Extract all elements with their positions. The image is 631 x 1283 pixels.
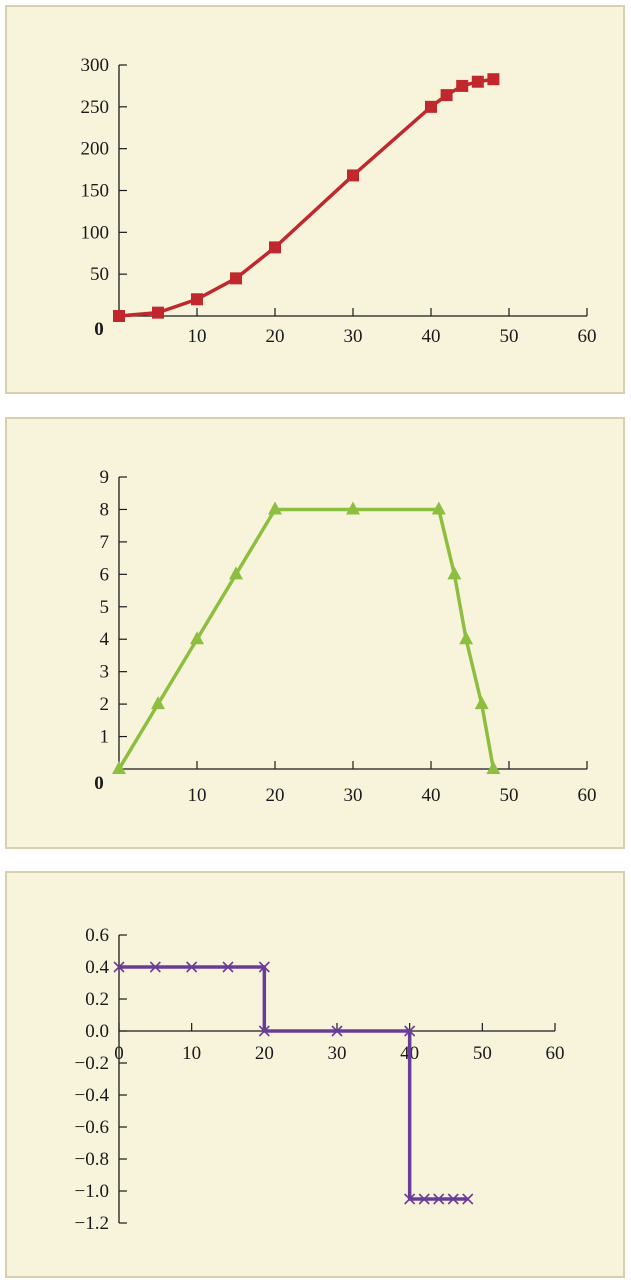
y-tick-label: 4 bbox=[100, 629, 110, 650]
x-tick-label: 30 bbox=[344, 326, 363, 347]
y-tick-label: 0.6 bbox=[85, 925, 109, 946]
acceleration-chart: 0.6 0.4 0.2 0.0 −0.2 −0.4 −0.6 −0.8 −1.0 −1.2 0 10 2… bbox=[75, 925, 565, 1234]
x-tick-label: 10 bbox=[182, 1043, 201, 1064]
x-tick-label: 20 bbox=[266, 326, 285, 347]
x-tick-label: 50 bbox=[473, 1043, 492, 1064]
origin-label: 0 bbox=[94, 773, 104, 794]
data-point bbox=[404, 1193, 416, 1205]
data-point bbox=[190, 631, 204, 645]
y-tick-label: 0.0 bbox=[85, 1021, 109, 1042]
data-point bbox=[152, 306, 164, 319]
data-point bbox=[149, 961, 161, 973]
y-tick-label: 8 bbox=[100, 499, 110, 520]
y-tick-label: 250 bbox=[81, 97, 110, 118]
y-tick-label: 0.2 bbox=[85, 989, 109, 1010]
y-tick-label: 3 bbox=[100, 662, 110, 683]
data-point bbox=[113, 310, 125, 322]
data-point bbox=[346, 501, 360, 515]
y-tick-label: −0.2 bbox=[75, 1053, 109, 1074]
y-tick-label: 300 bbox=[81, 55, 110, 76]
y-tick-label: 200 bbox=[81, 139, 110, 160]
y-tick-label: 5 bbox=[100, 597, 110, 618]
x-tick-label: 20 bbox=[266, 785, 285, 806]
chart-panel-position: 50 100 150 200 250 300 10 20 30 40 50 60 0 bbox=[5, 5, 625, 394]
data-point bbox=[230, 272, 242, 285]
x-tick-label: 30 bbox=[328, 1043, 347, 1064]
data-point bbox=[474, 696, 489, 710]
y-tick-label: 2 bbox=[100, 694, 110, 715]
y-tick-label: 9 bbox=[100, 467, 110, 488]
data-point bbox=[447, 1193, 459, 1205]
y-tick-label: 50 bbox=[90, 264, 109, 285]
data-point bbox=[431, 501, 446, 515]
y-tick-label: 150 bbox=[81, 181, 110, 202]
data-point bbox=[347, 169, 359, 182]
data-point bbox=[462, 1193, 474, 1205]
x-tick-label: 50 bbox=[500, 785, 519, 806]
data-point bbox=[487, 73, 500, 86]
y-tick-label: −1.0 bbox=[75, 1181, 109, 1202]
data-point bbox=[258, 1025, 270, 1037]
x-tick-label: 40 bbox=[422, 326, 441, 347]
x-tick-label: 60 bbox=[578, 326, 597, 347]
origin-label: 0 bbox=[94, 319, 104, 340]
data-point bbox=[258, 961, 270, 973]
data-point bbox=[459, 631, 474, 645]
x-tick-label: 60 bbox=[546, 1043, 565, 1064]
y-tick-label: −0.8 bbox=[75, 1149, 109, 1170]
data-point bbox=[222, 961, 234, 973]
y-tick-label: 1 bbox=[100, 727, 110, 748]
data-point bbox=[229, 566, 243, 580]
data-point bbox=[433, 1193, 445, 1205]
data-point bbox=[186, 961, 198, 973]
data-point bbox=[425, 100, 437, 113]
data-point bbox=[404, 1025, 416, 1037]
velocity-chart: 1 2 3 4 5 6 7 8 9 10 20 30 40 50 60 0 bbox=[94, 467, 597, 806]
series-line bbox=[118, 77, 494, 318]
data-point bbox=[456, 79, 469, 92]
data-point bbox=[151, 696, 165, 710]
data-point bbox=[113, 961, 125, 973]
x-tick-label: 10 bbox=[188, 785, 207, 806]
data-point bbox=[331, 1025, 343, 1037]
data-point bbox=[191, 293, 203, 306]
x-tick-label: 20 bbox=[255, 1043, 274, 1064]
y-tick-label: 100 bbox=[81, 222, 110, 243]
y-tick-label: −0.4 bbox=[75, 1085, 110, 1106]
series-line bbox=[119, 965, 468, 1201]
data-point bbox=[471, 75, 484, 88]
x-tick-label: 0 bbox=[114, 1043, 124, 1064]
x-tick-label: 50 bbox=[500, 326, 519, 347]
data-point bbox=[268, 501, 282, 515]
x-tick-label: 60 bbox=[578, 785, 597, 806]
data-point bbox=[112, 761, 126, 774]
position-chart: 50 100 150 200 250 300 10 20 30 40 50 60 0 bbox=[81, 55, 597, 347]
x-tick-label: 10 bbox=[188, 326, 207, 347]
y-tick-label: −0.6 bbox=[75, 1117, 109, 1138]
data-point bbox=[486, 761, 501, 774]
data-point bbox=[418, 1193, 430, 1205]
x-tick-label: 30 bbox=[344, 785, 363, 806]
y-tick-label: 6 bbox=[100, 564, 110, 585]
data-point bbox=[269, 241, 281, 254]
chart-panel-acceleration: 0.6 0.4 0.2 0.0 −0.2 −0.4 −0.6 −0.8 −1.0 −1.2 0 10 2… bbox=[5, 871, 625, 1278]
y-tick-label: 0.4 bbox=[85, 957, 109, 978]
series-line bbox=[117, 507, 496, 770]
data-point bbox=[447, 566, 462, 580]
y-tick-label: 7 bbox=[100, 532, 110, 553]
x-tick-label: 40 bbox=[422, 785, 441, 806]
chart-panel-velocity: 1 2 3 4 5 6 7 8 9 10 20 30 40 50 60 0 bbox=[5, 417, 625, 849]
y-tick-label: −1.2 bbox=[75, 1213, 109, 1234]
data-point bbox=[440, 89, 453, 102]
